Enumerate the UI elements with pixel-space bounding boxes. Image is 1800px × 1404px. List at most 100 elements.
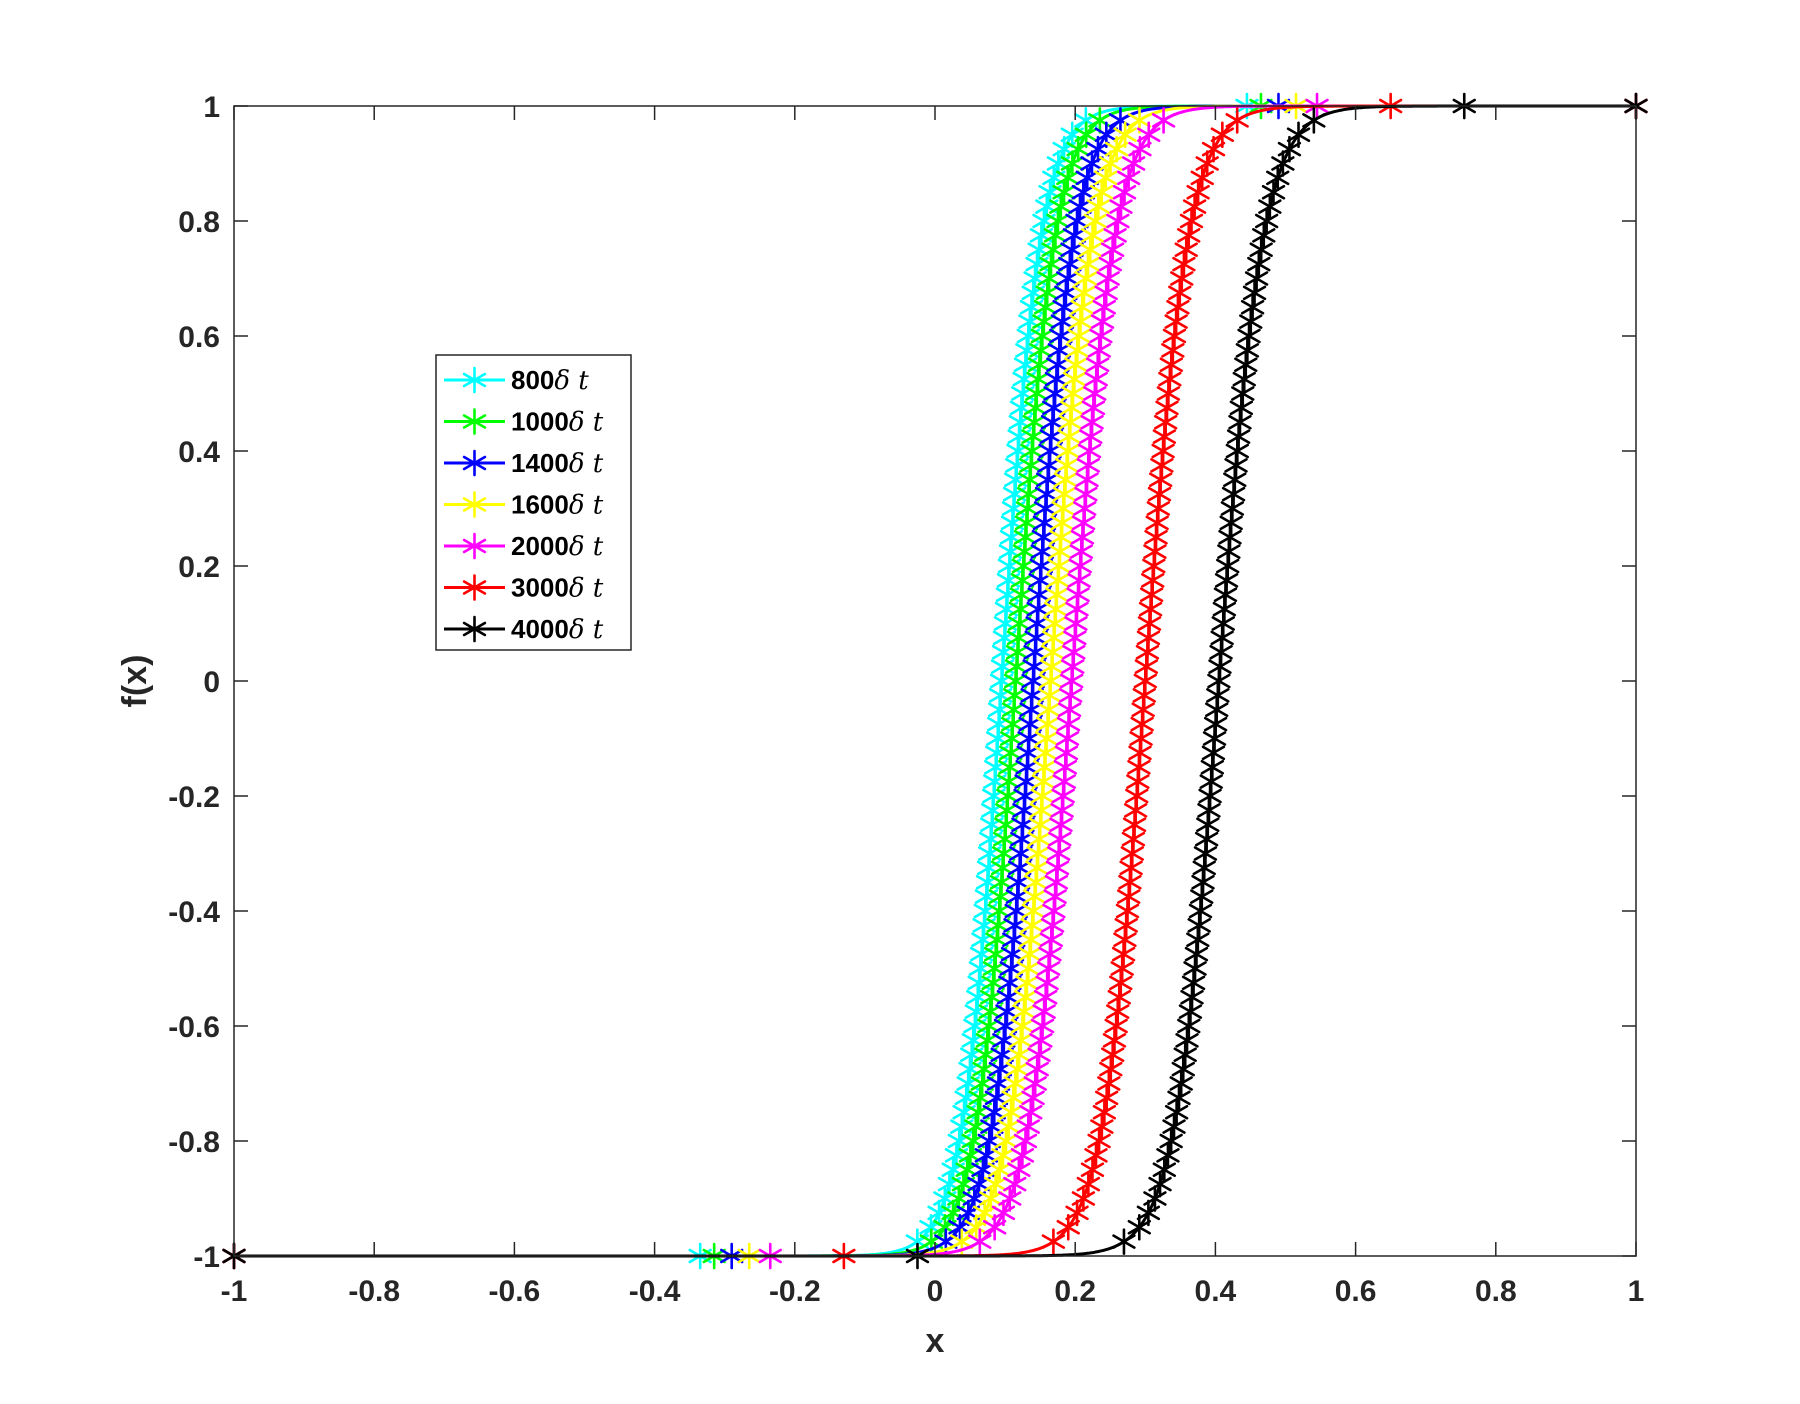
legend-entry-4000: 4000δ t [444,614,604,645]
series-1000-marker-18 [981,969,1005,997]
y-tick-label: 0 [203,666,220,699]
series-3000-marker-70 [1177,222,1201,249]
series-2000-marker-61 [1086,351,1110,379]
series-4000-marker-8 [1162,1113,1186,1140]
series-3000-marker-0 [1041,1228,1066,1255]
series-1000-marker-66 [1035,279,1059,307]
legend-label-suffix: δ t [569,574,604,604]
series-4000-marker-3 [1143,1185,1167,1212]
series-1600-marker-13 [1007,1041,1031,1069]
series-4000-marker-20 [1184,940,1209,968]
series-1400-marker-67 [1056,265,1080,292]
series-2000-marker-14 [1029,1027,1053,1054]
series-1600-marker-17 [1013,983,1038,1011]
series-4000-marker-61 [1234,351,1258,379]
series-4000-marker-10 [1167,1084,1191,1112]
legend-800-marker-0 [462,366,487,394]
legend-label-value: 4000 [511,614,569,644]
legend-label: 1000δ t [511,407,604,438]
series-1600-marker-65 [1070,293,1094,321]
series-1400-marker-69 [1060,236,1084,264]
x-tick-label: -0.6 [489,1275,541,1308]
series-4000-marker-71 [1254,207,1279,235]
series-3000-marker-67 [1170,265,1194,292]
series-1400-marker-74 [1075,164,1099,192]
x-tick-label: -0.2 [769,1275,821,1308]
x-tick-label: -1 [221,1275,248,1308]
series-1400-marker-17 [996,983,1021,1011]
series-4000-marker-18 [1181,969,1206,997]
series-2000-marker-72 [1109,193,1133,220]
series-1600-marker-63 [1067,322,1091,350]
legend-entry-1400: 1400δ t [444,448,604,479]
series-4000-marker-55 [1225,437,1250,465]
legend-label: 1400δ t [511,448,604,479]
series-4000-marker-72 [1258,193,1282,220]
legend-2000-marker-0 [462,532,487,560]
series-3000-marker-69 [1174,236,1198,264]
series-1400-marker-19 [999,955,1023,982]
series-1600-marker-66 [1072,279,1096,307]
series-2000-marker-57 [1080,408,1104,436]
x-tick-label: 0.4 [1195,1275,1237,1308]
legend-label-suffix: δ t [569,615,604,645]
series-1400-marker-65 [1052,293,1076,321]
series-1600-marker-6 [991,1142,1015,1169]
series-2000-marker-65 [1092,293,1116,321]
series-2000-marker-19 [1036,955,1061,982]
series-3000-marker-74 [1190,164,1214,192]
series-1600-marker-77 [1113,121,1137,149]
legend-label: 2000δ t [511,531,604,562]
series-1400-marker-15 [993,1012,1018,1040]
series-4000-marker-13 [1173,1041,1197,1069]
legend-label-suffix: δ t [569,532,604,562]
series-2000-marker-73 [1112,178,1137,206]
series-4000-marker-62 [1235,337,1260,364]
ticks-layer: -1 -0.8 -0.6 -0.4 -0.2 0 0.2 0.4 0.6 0.8 1 -1 -0.8 -0… [168,91,1644,1308]
legend-label-suffix: δ t [569,408,604,438]
series-4000-marker-9 [1164,1098,1189,1126]
series-1400-marker-13 [990,1041,1014,1069]
series-1400-marker-62 [1047,337,1072,364]
legend-3000-marker-0 [462,574,487,601]
series-1400-marker-78 [1108,107,1133,134]
legend-entry-800: 800δ t [444,365,589,396]
legend-entry-1600: 1600δ t [444,490,604,521]
series-3000-marker-56 [1152,423,1177,450]
series-4000-marker-14 [1175,1027,1199,1054]
series-4000-marker-0 [1112,1228,1136,1255]
y-tick-label: -0.8 [168,1126,220,1159]
series-4000-marker-58 [1229,394,1254,422]
legend-label-value: 1000 [511,407,569,437]
legend-label-suffix: δ t [554,366,589,396]
series-3000-marker-16 [1106,998,1130,1025]
series-4000-marker-12 [1171,1055,1195,1083]
series-2000-marker-58 [1081,394,1106,422]
series-2000-marker-20 [1038,940,1062,968]
series-3000-marker-7 [1087,1127,1111,1155]
series-4000-marker-77 [1286,121,1311,149]
series-1400-marker-72 [1068,193,1092,220]
series-1400-marker-73 [1071,178,1096,206]
series-3000-marker-20 [1111,940,1136,968]
series-1000-marker-16 [978,998,1003,1025]
series-4000-marker-73 [1261,178,1286,206]
series-4000-marker-64 [1239,308,1263,335]
series-2000-marker-10 [1021,1084,1045,1112]
series-4000-marker-15 [1177,1012,1201,1040]
series-3000-marker-66 [1168,279,1192,307]
x-tick-label: 0.2 [1054,1275,1096,1308]
series-2000-marker-69 [1100,236,1125,264]
series-2000-marker-78 [1151,107,1176,134]
x-tick-label: 1 [1628,1275,1645,1308]
series-3000-marker-57 [1153,408,1178,436]
series-1600-marker-64 [1068,308,1093,335]
series-2000-marker-66 [1094,279,1118,307]
legend-label: 1600δ t [511,490,604,521]
series-1400-marker-5 [971,1156,995,1184]
series-2000-marker-6 [1010,1142,1035,1169]
legend-1000-marker-0 [462,408,487,435]
series-4000-marker-16 [1178,998,1203,1025]
series-3000-marker-68 [1172,250,1196,278]
legend-label-value: 2000 [511,531,569,561]
